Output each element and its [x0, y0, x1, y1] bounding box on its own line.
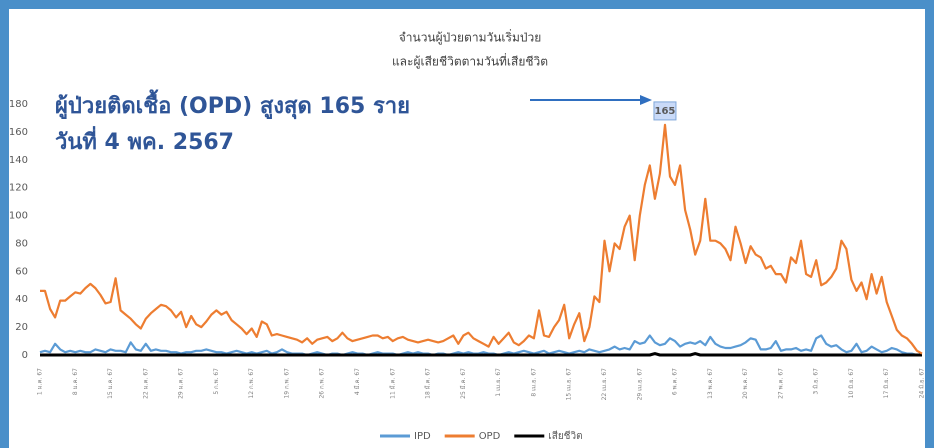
x-tick-label: 11 มี.ค. 67 — [388, 368, 396, 399]
y-tick-label: 100 — [9, 211, 28, 222]
x-tick-label: 4 มี.ค. 67 — [353, 368, 361, 395]
x-tick-label: 20 พ.ค. 67 — [742, 368, 749, 399]
legend-label: เสียชีวิต — [548, 430, 582, 442]
x-tick-label: 18 มี.ค. 67 — [424, 368, 432, 399]
x-tick-label: 5 ก.พ. 67 — [213, 368, 220, 395]
legend-label: IPD — [414, 431, 431, 442]
series-line — [40, 352, 922, 357]
callout-box — [653, 101, 677, 121]
x-tick-label: 8 เม.ย. 67 — [530, 368, 537, 397]
x-tick-label: 8 ม.ค. 67 — [72, 368, 79, 395]
x-tick-label: 1 ม.ค. 67 — [37, 368, 44, 395]
x-tick-label: 15 เม.ย. 67 — [566, 368, 573, 401]
y-tick-label: 20 — [15, 322, 28, 333]
x-tick-label: 10 มิ.ย. 67 — [848, 368, 855, 399]
x-tick-label: 12 ก.พ. 67 — [248, 368, 255, 399]
y-tick-label: 60 — [15, 266, 28, 277]
y-tick-label: 120 — [9, 183, 28, 194]
y-tick-label: 80 — [15, 238, 28, 249]
x-tick-label: 22 ม.ค. 67 — [142, 368, 149, 399]
y-tick-label: 40 — [15, 294, 28, 305]
x-tick-label: 17 มิ.ย. 67 — [883, 368, 890, 399]
y-tick-label: 0 — [22, 350, 28, 361]
y-tick-label: 140 — [9, 155, 28, 166]
panel — [9, 9, 925, 448]
x-tick-label: 13 พ.ค. 67 — [707, 368, 714, 399]
annotation: วันที่ 4 พค. 2567 — [55, 125, 234, 155]
y-tick-label: 160 — [9, 127, 28, 138]
legend-label: OPD — [479, 431, 501, 442]
annotation: ผู้ป่วยติดเชื้อ (OPD) สูงสุด 165 ราย — [55, 89, 410, 120]
x-tick-label: 15 ม.ค. 67 — [107, 368, 114, 399]
y-tick-label: 180 — [9, 99, 28, 110]
arrow-head — [640, 95, 652, 105]
x-tick-label: 29 เม.ย. 67 — [636, 368, 643, 401]
x-tick-label: 19 ก.พ. 67 — [283, 368, 290, 399]
x-tick-label: 22 เม.ย. 67 — [601, 368, 608, 401]
x-tick-label: 1 เม.ย. 67 — [495, 368, 502, 397]
x-tick-label: 3 มิ.ย. 67 — [813, 368, 820, 395]
chart-title: จำนวนผู้ป่วยตามวันเริ่มป่วย — [399, 29, 542, 46]
x-tick-label: 26 ก.พ. 67 — [319, 368, 326, 399]
x-tick-label: 29 ม.ค. 67 — [178, 368, 185, 399]
series-line — [39, 334, 922, 357]
series-line — [40, 123, 923, 355]
chart-subtitle: และผู้เสียชีวิตตามวันที่เสียชีวิต — [392, 53, 548, 70]
x-tick-label: 6 พ.ค. 67 — [672, 368, 679, 395]
x-tick-label: 25 มี.ค. 67 — [459, 368, 467, 399]
data-label: 165 — [655, 106, 676, 117]
x-tick-label: 27 พ.ค. 67 — [777, 368, 784, 399]
x-tick-label: 24 มิ.ย. 67 — [919, 368, 926, 399]
